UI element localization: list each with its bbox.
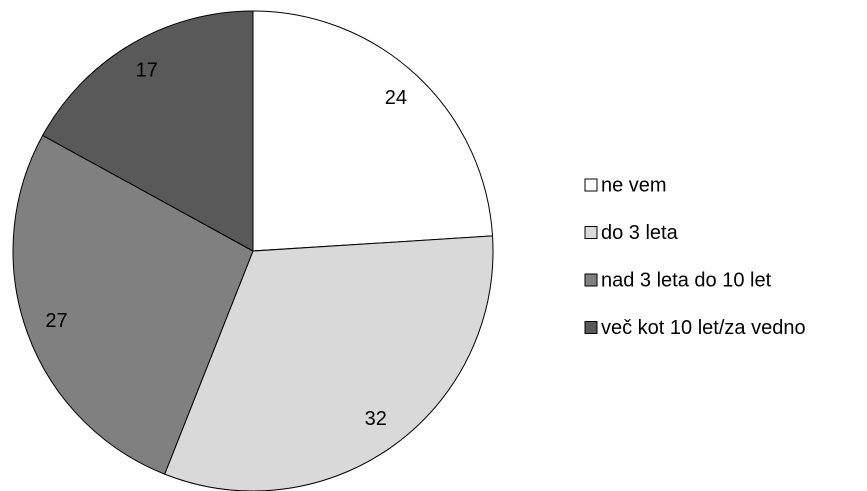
legend-label: več kot 10 let/za vedno <box>601 317 806 339</box>
legend-label: nad 3 leta do 10 let <box>601 269 772 291</box>
pie-slice <box>12 134 254 475</box>
pie-slice <box>42 10 254 252</box>
legend-label: do 3 leta <box>601 222 679 244</box>
data-label: 24 <box>385 87 407 109</box>
data-label: 27 <box>45 310 67 332</box>
legend-swatch <box>584 178 598 192</box>
legend-label: ne vem <box>601 174 667 196</box>
legend-swatch <box>584 226 598 239</box>
pie-slice <box>252 10 494 252</box>
pie-slice <box>164 235 494 491</box>
data-label: 32 <box>365 408 387 430</box>
data-label: 17 <box>136 60 158 82</box>
legend-swatch <box>584 273 598 287</box>
legend-swatch <box>584 321 598 334</box>
